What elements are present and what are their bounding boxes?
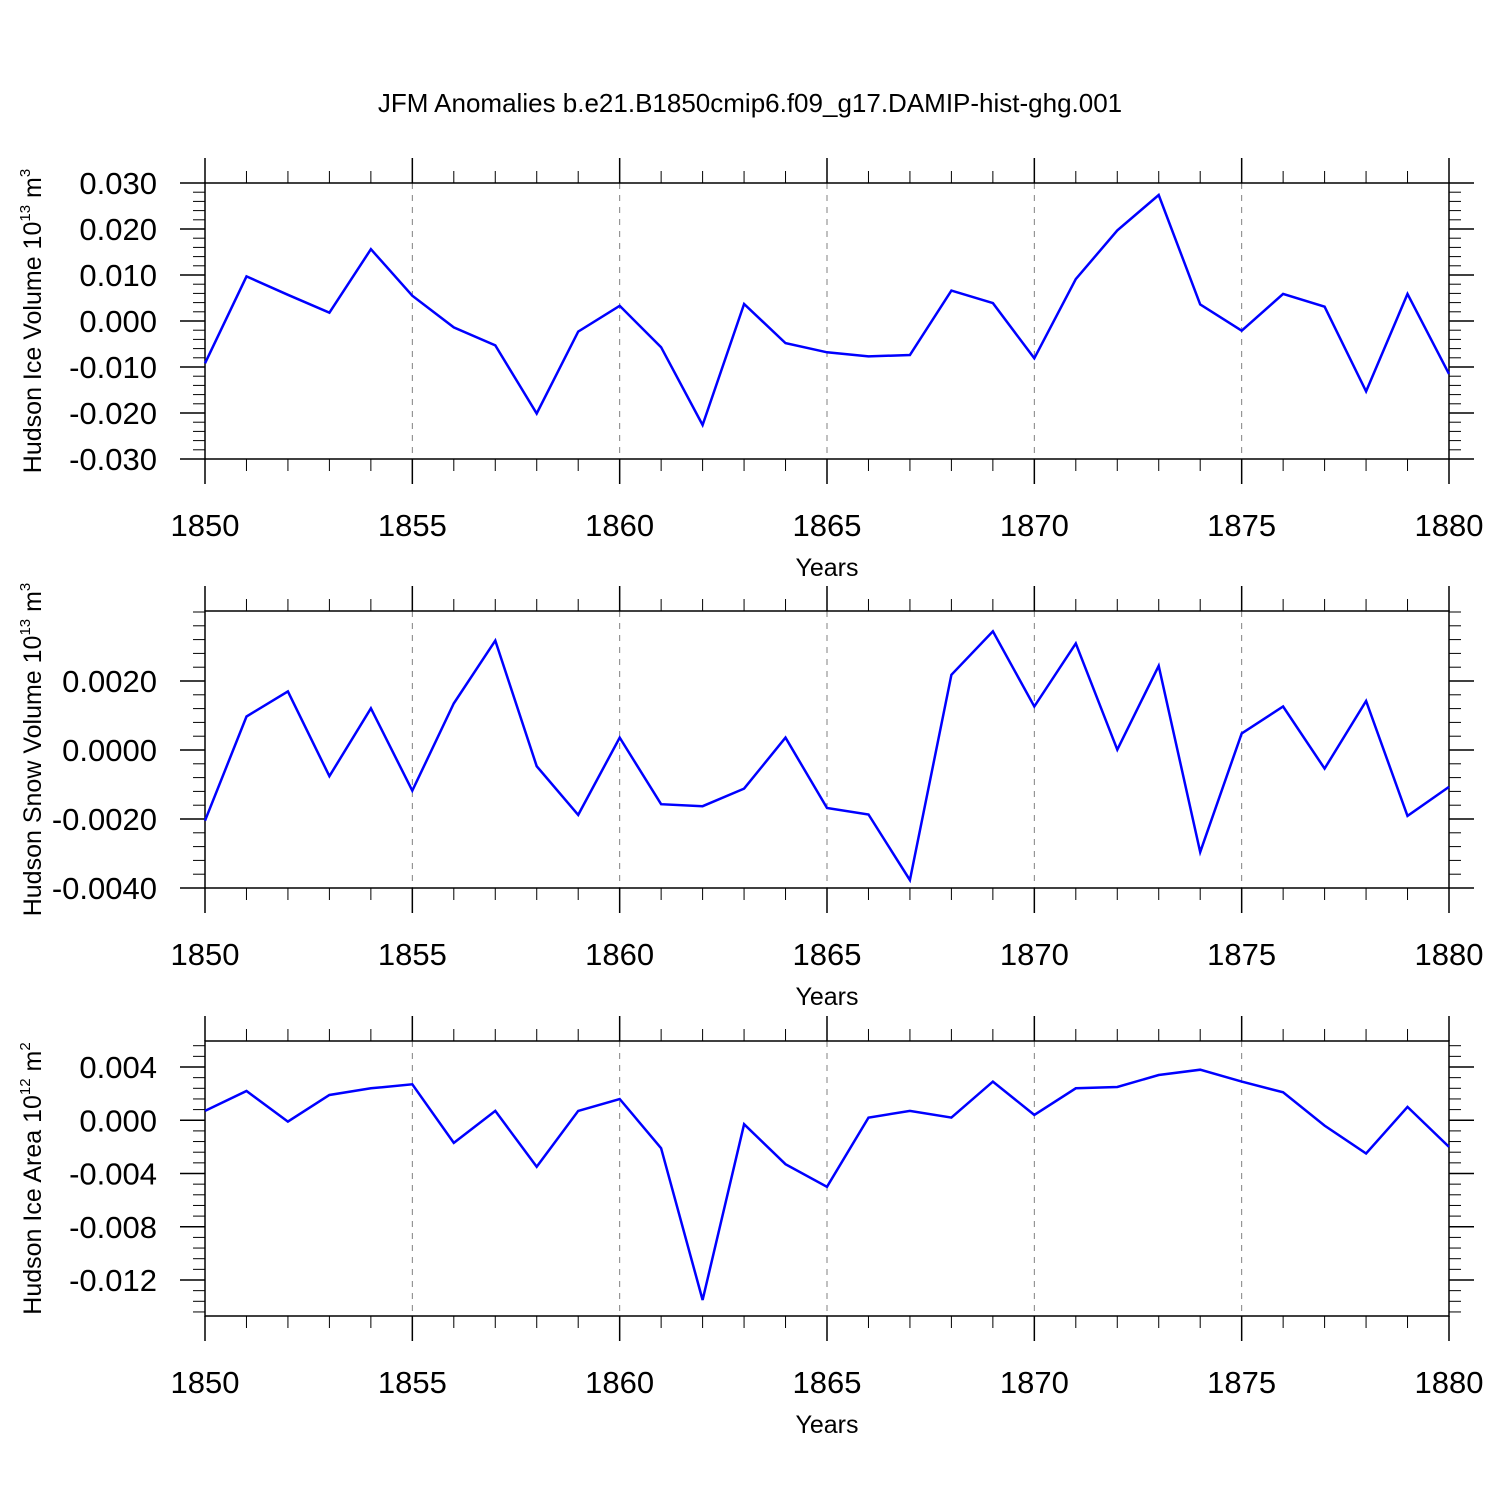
x-tick-label: 1880 bbox=[1415, 508, 1484, 543]
y-tick-label: 0.000 bbox=[79, 1103, 157, 1138]
y-axis-title-unit-exp: 3 bbox=[17, 583, 34, 591]
y-tick-label: -0.012 bbox=[69, 1263, 157, 1298]
y-tick-label: -0.020 bbox=[69, 396, 157, 431]
x-tick-label: 1855 bbox=[378, 1365, 447, 1400]
x-tick-label: 1850 bbox=[171, 1365, 240, 1400]
y-axis-title-exp: 13 bbox=[17, 619, 34, 636]
y-axis-title-unit: m bbox=[19, 591, 47, 619]
y-axis-title-unit-exp: 2 bbox=[17, 1042, 34, 1050]
x-tick-label: 1860 bbox=[585, 1365, 654, 1400]
y-tick-label: 0.0000 bbox=[62, 733, 157, 768]
y-axis-title: Hudson Snow Volume 1013 m3 bbox=[17, 583, 47, 917]
y-axis-title: Hudson Ice Volume 1013 m3 bbox=[17, 169, 47, 473]
y-axis-title-unit: m bbox=[19, 177, 47, 205]
x-tick-label: 1855 bbox=[378, 508, 447, 543]
x-tick-label: 1870 bbox=[1000, 937, 1069, 972]
y-tick-label: -0.008 bbox=[69, 1210, 157, 1245]
x-tick-label: 1855 bbox=[378, 937, 447, 972]
y-tick-label: -0.0020 bbox=[52, 802, 157, 837]
y-tick-label: 0.004 bbox=[79, 1050, 157, 1085]
y-tick-label: -0.030 bbox=[69, 442, 157, 477]
y-tick-label: -0.0040 bbox=[52, 871, 157, 906]
y-axis-title-text: Hudson Snow Volume 10 bbox=[19, 636, 47, 917]
y-axis-title-unit: m bbox=[19, 1051, 47, 1079]
panel-1: 1850 1855 1860 1865 1870 1875 1880 Years -0.030 -… bbox=[17, 158, 1483, 582]
x-tick-label: 1860 bbox=[585, 508, 654, 543]
x-tick-label: 1875 bbox=[1207, 508, 1276, 543]
y-tick-label: 0.030 bbox=[79, 166, 157, 201]
y-axis-title-text: Hudson Ice Volume 10 bbox=[19, 222, 47, 474]
x-tick-label: 1850 bbox=[171, 508, 240, 543]
x-tick-label: 1865 bbox=[793, 937, 862, 972]
y-axis-title-text: Hudson Ice Area 10 bbox=[19, 1095, 47, 1315]
x-tick-label: 1880 bbox=[1415, 1365, 1484, 1400]
x-axis-title: Years bbox=[795, 983, 858, 1011]
y-tick-label: -0.004 bbox=[69, 1157, 157, 1192]
y-axis-title-exp: 13 bbox=[17, 205, 34, 222]
y-axis-title-unit-exp: 3 bbox=[17, 169, 34, 177]
y-tick-label: 0.010 bbox=[79, 258, 157, 293]
x-tick-label: 1880 bbox=[1415, 937, 1484, 972]
x-axis-title: Years bbox=[795, 554, 858, 582]
x-tick-label: 1865 bbox=[793, 508, 862, 543]
y-axis-title-exp: 12 bbox=[17, 1078, 34, 1095]
x-tick-label: 1875 bbox=[1207, 937, 1276, 972]
x-tick-label: 1875 bbox=[1207, 1365, 1276, 1400]
x-tick-label: 1860 bbox=[585, 937, 654, 972]
panel-3: 1850 1855 1860 1865 1870 1875 1880 Years -0.012 -… bbox=[17, 1016, 1483, 1439]
y-tick-label: 0.0020 bbox=[62, 664, 157, 699]
y-tick-label: 0.020 bbox=[79, 212, 157, 247]
x-axis-title: Years bbox=[795, 1411, 858, 1439]
panel-2: 1850 1855 1860 1865 1870 1875 1880 Years -0.0040… bbox=[17, 583, 1483, 1011]
x-tick-label: 1865 bbox=[793, 1365, 862, 1400]
panels: 1850 1855 1860 1865 1870 1875 1880 Years -0.030 -… bbox=[17, 158, 1483, 1439]
figure-title: JFM Anomalies b.e21.B1850cmip6.f09_g17.D… bbox=[378, 88, 1122, 118]
x-tick-label: 1870 bbox=[1000, 508, 1069, 543]
y-tick-label: 0.000 bbox=[79, 304, 157, 339]
x-tick-label: 1870 bbox=[1000, 1365, 1069, 1400]
x-tick-label: 1850 bbox=[171, 937, 240, 972]
y-tick-label: -0.010 bbox=[69, 350, 157, 385]
y-axis-title: Hudson Ice Area 1012 m2 bbox=[17, 1042, 47, 1314]
